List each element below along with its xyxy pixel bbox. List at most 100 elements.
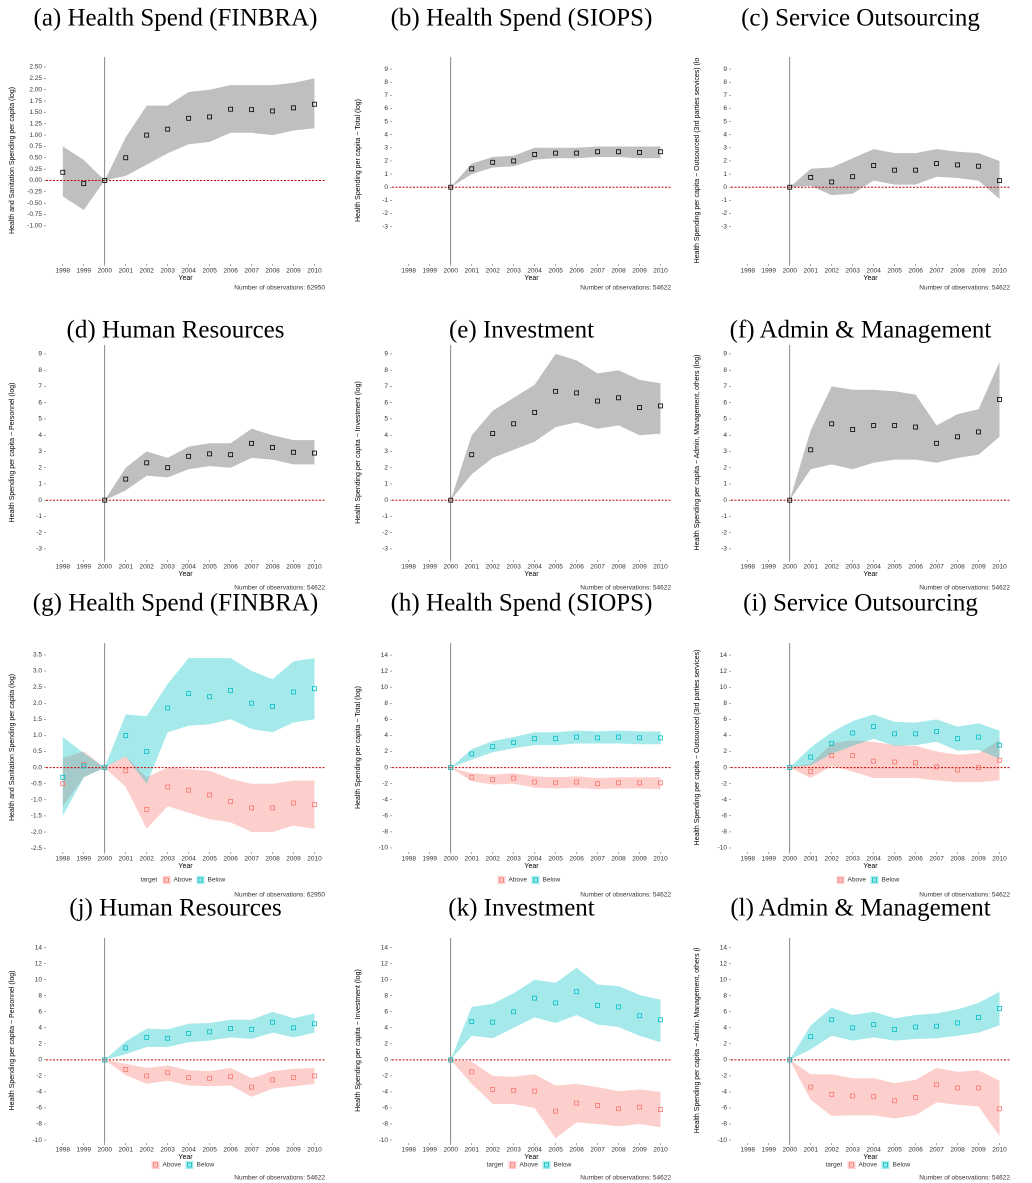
x-tick-label: 2006 [908, 1147, 923, 1154]
y-tick-label: -1.00 [27, 223, 42, 230]
x-tick-label: 1998 [56, 268, 71, 275]
point [850, 427, 856, 432]
y-tick-label: 5 [723, 416, 727, 423]
y-tick-label: 12 [720, 960, 728, 967]
point [270, 805, 275, 811]
point [997, 757, 1002, 763]
panel-title: (a) Health Spend (FINBRA) [34, 5, 318, 32]
point [829, 421, 835, 427]
x-tick-label: 2010 [307, 1147, 322, 1154]
point [469, 1018, 475, 1024]
y-tick-label: 0.50 [29, 154, 42, 161]
x-tick-label: 2000 [98, 268, 113, 275]
point [595, 735, 600, 741]
y-tick-label: -3 [382, 223, 388, 230]
point [976, 1085, 981, 1091]
point [616, 1106, 621, 1112]
y-tick-label: 3 [723, 145, 727, 152]
y-tick-label: 6 [38, 1008, 42, 1015]
point [892, 1026, 898, 1032]
y-tick-label: 9 [384, 351, 388, 358]
point [871, 423, 877, 428]
x-tick-label: 1999 [77, 1147, 92, 1154]
point [469, 1069, 475, 1075]
y-tick-label: 1.00 [29, 132, 42, 139]
y-tick-label: 8 [38, 367, 42, 374]
point [955, 1085, 960, 1091]
point [228, 1074, 234, 1080]
y-tick-label: -2 [36, 1073, 42, 1080]
x-axis-title: Year [863, 571, 878, 578]
point [469, 166, 475, 172]
point [574, 150, 580, 156]
note: Number of observations: 54622 [580, 892, 671, 899]
y-tick-label: 9 [38, 351, 42, 358]
confidence-band [450, 146, 661, 188]
note: Number of observations: 62950 [234, 892, 325, 899]
y-tick-label: -4 [36, 1089, 42, 1096]
legend-label: Above [174, 877, 193, 884]
point [892, 167, 898, 173]
point [976, 765, 981, 770]
point [165, 126, 171, 132]
y-tick-label: 7 [384, 92, 388, 99]
note: Number of observations: 54622 [919, 285, 1010, 292]
x-tick-label: 2006 [569, 564, 584, 571]
x-tick-label: 2001 [464, 268, 479, 275]
panel-title: (h) Health Spend (SIOPS) [391, 590, 653, 617]
point [658, 1107, 663, 1112]
y-tick-label: 2.0 [33, 700, 42, 707]
y-tick-label: -1.0 [31, 797, 43, 804]
x-tick-label: 2002 [824, 856, 839, 863]
point [997, 1006, 1002, 1011]
point [616, 734, 621, 740]
x-tick-label: 1999 [762, 1147, 777, 1154]
x-tick-label: 2007 [244, 564, 259, 571]
point [123, 1067, 129, 1072]
point [595, 1103, 600, 1108]
point [616, 780, 621, 786]
x-axis-title: Year [524, 571, 539, 578]
y-tick-label: -6 [36, 1105, 42, 1112]
x-tick-label: 2008 [265, 268, 280, 275]
y-tick-label: -8 [382, 1121, 388, 1128]
point [637, 150, 642, 155]
x-tick-label: 2004 [866, 564, 881, 571]
legend-key [836, 876, 845, 884]
x-tick-label: 2006 [908, 564, 923, 571]
point [871, 724, 877, 729]
point [144, 1073, 150, 1079]
y-tick-label: 0.75 [29, 143, 42, 150]
x-tick-label: 2000 [783, 268, 798, 275]
point [616, 149, 621, 155]
y-tick-label: 10 [35, 976, 43, 983]
x-tick-label: 2008 [265, 856, 280, 863]
point [829, 179, 835, 185]
point [249, 1026, 254, 1032]
x-tick-label: 2006 [223, 268, 238, 275]
x-tick-label: 2007 [590, 1147, 605, 1154]
x-tick-label: 2004 [181, 268, 196, 275]
point [270, 704, 275, 709]
x-tick-label: 2000 [98, 856, 113, 863]
legend-title: target [826, 1162, 843, 1169]
y-tick-label: -6 [721, 813, 727, 820]
point [511, 1087, 517, 1093]
point [913, 760, 919, 766]
point [207, 694, 213, 700]
x-tick-label: 1999 [423, 564, 438, 571]
x-tick-label: 1998 [56, 1147, 71, 1154]
x-axis-title: Year [524, 1154, 539, 1161]
x-tick-label: 2007 [590, 268, 605, 275]
x-tick-label: 2007 [244, 268, 259, 275]
point [850, 174, 856, 180]
point [511, 740, 517, 746]
x-tick-label: 2008 [265, 1147, 280, 1154]
y-tick-label: 1 [723, 481, 727, 488]
x-tick-label: 2001 [464, 1147, 479, 1154]
point [532, 151, 538, 157]
point [144, 807, 150, 812]
x-tick-label: 2009 [632, 856, 647, 863]
point [553, 1108, 559, 1114]
y-axis-title: Health Spending per capita − Admin, Mana… [694, 947, 701, 1133]
